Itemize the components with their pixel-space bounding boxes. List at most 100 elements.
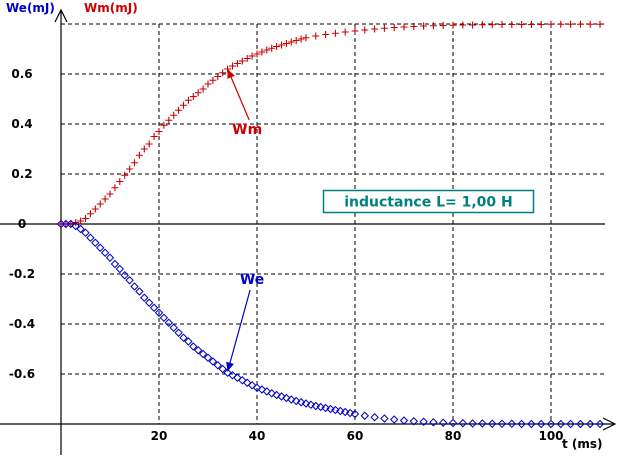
- point-Wm-68: [478, 21, 486, 29]
- point-We-36: [233, 373, 242, 382]
- point-Wm-76: [557, 20, 565, 28]
- point-We-23: [169, 323, 178, 332]
- point-We-39: [247, 381, 257, 390]
- point-We-81: [556, 419, 566, 429]
- y-tick-label-0: 0.6: [11, 67, 32, 81]
- point-Wm-64: [439, 22, 447, 29]
- point-We-20: [154, 308, 164, 317]
- point-We-74: [487, 419, 497, 428]
- point-We-14: [125, 276, 134, 285]
- x-axis-arrow: [602, 417, 617, 431]
- point-Wm-75: [547, 20, 555, 28]
- point-Wm-29: [199, 85, 207, 93]
- point-We-24: [174, 328, 183, 337]
- annotations: Wm We inductance L= 1,00 H: [226, 68, 535, 372]
- point-Wm-26: [184, 96, 192, 104]
- point-We-72: [468, 419, 477, 428]
- point-We-35: [228, 371, 237, 380]
- point-Wm-21: [160, 121, 168, 129]
- point-Wm-6: [86, 210, 94, 218]
- point-Wm-47: [287, 38, 295, 46]
- point-We-12: [115, 264, 125, 274]
- point-We-47: [287, 395, 296, 404]
- annotation-inductance-text: inductance L= 1,00 H: [344, 195, 513, 211]
- point-We-11: [110, 259, 120, 269]
- point-Wm-80: [596, 20, 604, 28]
- series-We: [56, 219, 605, 429]
- x-tick-label-20: 20: [151, 429, 168, 443]
- point-Wm-78: [576, 20, 584, 28]
- point-We-79: [536, 419, 546, 429]
- point-Wm-73: [527, 21, 535, 28]
- point-We-26: [184, 337, 193, 346]
- point-We-61: [360, 411, 370, 420]
- point-Wm-54: [341, 28, 349, 36]
- point-We-42: [262, 387, 272, 396]
- point-We-80: [546, 419, 556, 429]
- point-We-48: [291, 396, 301, 406]
- annotation-label-we: We: [240, 272, 264, 288]
- point-Wm-69: [488, 21, 496, 29]
- point-We-49: [296, 398, 306, 407]
- point-Wm-44: [273, 43, 281, 50]
- point-We-60: [350, 409, 360, 419]
- point-We-18: [144, 298, 154, 307]
- point-Wm-12: [116, 178, 124, 185]
- point-We-68: [429, 418, 438, 427]
- point-Wm-5: [82, 215, 89, 222]
- point-We-56: [331, 405, 340, 415]
- y-axis-label-wm: Wm(mJ): [84, 1, 138, 15]
- point-We-53: [316, 402, 325, 412]
- point-We-9: [100, 248, 110, 257]
- point-We-5: [81, 228, 90, 237]
- y-axis-arrow: [54, 8, 68, 23]
- point-Wm-77: [567, 20, 575, 28]
- point-We-15: [130, 282, 139, 291]
- point-Wm-23: [170, 111, 178, 119]
- point-Wm-55: [351, 27, 359, 35]
- point-We-84: [585, 419, 595, 429]
- point-Wm-32: [214, 73, 222, 80]
- point-Wm-61: [410, 23, 418, 30]
- point-Wm-33: [219, 69, 227, 77]
- point-Wm-72: [518, 21, 526, 28]
- point-We-41: [257, 385, 267, 394]
- point-We-43: [267, 389, 276, 398]
- point-We-69: [438, 418, 448, 427]
- point-We-66: [409, 417, 419, 426]
- point-Wm-48: [292, 37, 300, 44]
- point-We-58: [340, 407, 350, 417]
- point-Wm-63: [429, 22, 437, 30]
- point-Wm-37: [238, 57, 246, 65]
- point-Wm-52: [322, 31, 330, 38]
- point-Wm-28: [194, 89, 202, 97]
- point-Wm-9: [101, 195, 109, 203]
- point-Wm-49: [297, 35, 305, 43]
- annotation-arrow-wm: [227, 68, 250, 121]
- point-Wm-59: [390, 24, 398, 31]
- point-We-16: [135, 287, 144, 296]
- point-We-50: [301, 399, 311, 408]
- point-We-40: [252, 383, 262, 392]
- point-We-52: [311, 401, 321, 411]
- y-tick-label-4: -0.2: [9, 267, 35, 281]
- annotation-label-wm: Wm: [232, 122, 262, 138]
- point-We-63: [380, 414, 389, 423]
- point-Wm-16: [135, 151, 143, 159]
- point-We-17: [140, 293, 149, 302]
- point-Wm-36: [233, 60, 241, 67]
- point-Wm-62: [420, 22, 428, 30]
- point-We-57: [336, 406, 345, 416]
- point-We-55: [326, 404, 335, 414]
- point-Wm-31: [209, 76, 217, 84]
- x-tick-label-80: 80: [445, 429, 462, 443]
- point-We-71: [458, 419, 468, 428]
- point-We-78: [527, 419, 536, 429]
- point-Wm-42: [263, 46, 271, 54]
- point-Wm-4: [77, 217, 85, 225]
- x-tick-label-40: 40: [249, 429, 266, 443]
- point-Wm-30: [204, 80, 212, 88]
- point-Wm-46: [282, 40, 290, 47]
- point-Wm-22: [165, 116, 173, 124]
- point-Wm-65: [449, 21, 457, 29]
